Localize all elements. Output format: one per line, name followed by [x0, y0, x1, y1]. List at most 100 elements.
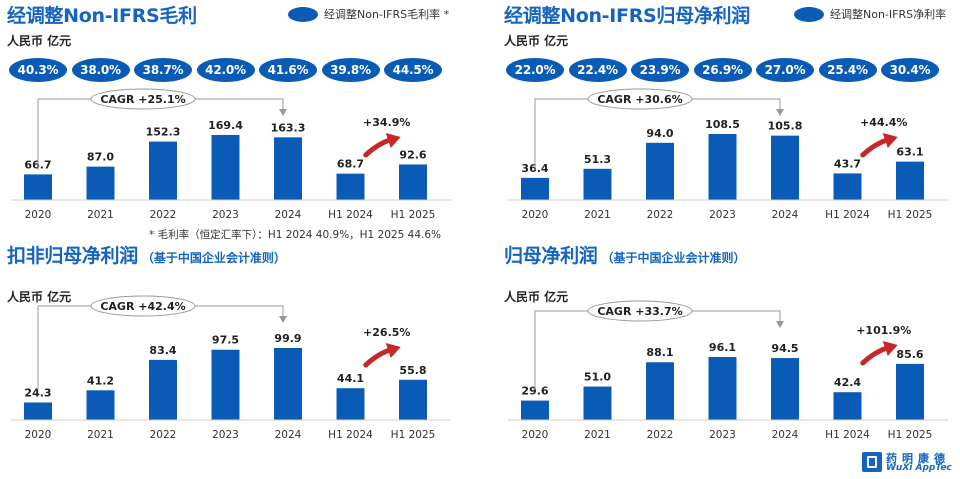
- value-label: 63.1: [896, 146, 923, 159]
- margin-pill: 42.0%: [196, 58, 255, 82]
- legend-label: 经调整Non-IFRS毛利率 *: [324, 8, 450, 21]
- margin-pill: 22.0%: [506, 58, 564, 82]
- value-label: 105.8: [768, 120, 803, 133]
- margin-pill: 30.4%: [881, 58, 939, 82]
- cagr-arrow-icon: [279, 109, 287, 116]
- margin-pill: 25.4%: [818, 58, 877, 82]
- cagr-badge: [90, 88, 196, 110]
- chart-panel-non-recurring-net-profit: 扣非归母净利润 （基于中国企业会计准则） 人民币 亿元 24.3 2020 41.2 2…: [3, 240, 458, 475]
- cagr-badge: [587, 88, 693, 110]
- legend-swatch-icon: [288, 6, 318, 22]
- value-label: 83.4: [149, 344, 176, 357]
- margin-pill-row: 40.3% 38.0% 38.7% 42.0% 41.6% 39.8% 44.5%: [7, 58, 447, 84]
- legend-swatch-icon: [794, 6, 824, 22]
- value-label: 94.5: [771, 342, 798, 355]
- bar: [896, 363, 924, 420]
- value-label: 163.3: [271, 121, 306, 134]
- category-label: 2024: [772, 429, 799, 441]
- value-label: 44.1: [337, 372, 364, 385]
- margin-pill: 38.0%: [71, 58, 130, 82]
- value-label: 99.9: [274, 332, 301, 345]
- value-label: 108.5: [705, 118, 740, 131]
- panel-title: 经调整Non-IFRS毛利: [7, 5, 197, 27]
- bar: [708, 134, 737, 200]
- unit-label: 人民币 亿元: [504, 34, 569, 48]
- growth-arrow-head-icon: [385, 343, 401, 358]
- unit-label: 人民币 亿元: [504, 290, 569, 304]
- cagr-arrow-icon: [776, 109, 784, 116]
- panel-title: 归母净利润 （基于中国企业会计准则）: [504, 245, 746, 267]
- unit-label: 人民币 亿元: [7, 34, 72, 48]
- bar-chart: 29.6 2020 51.0 2021 88.1 2022 96.1 2023 94.5 2024…: [508, 300, 948, 441]
- category-label: 2023: [709, 429, 736, 441]
- logo-text-cn: 药明康德: [886, 452, 950, 465]
- cagr-arrow-icon: [776, 321, 784, 328]
- category-label: H1 2025: [888, 429, 933, 441]
- legend: 经调整Non-IFRS净利率: [794, 6, 946, 22]
- logo-text-en: WuXi AppTec: [886, 463, 952, 473]
- bar: [771, 135, 799, 200]
- bar: [149, 141, 177, 200]
- margin-pill: 23.9%: [631, 58, 689, 82]
- value-label: 41.2: [87, 374, 114, 387]
- value-label: 68.7: [337, 158, 364, 171]
- bar: [399, 379, 427, 420]
- margin-pill: 44.5%: [384, 58, 442, 82]
- value-label: 42.4: [834, 376, 861, 389]
- value-label: 85.6: [896, 348, 923, 361]
- bar: [771, 358, 799, 420]
- category-label: 2022: [150, 429, 177, 441]
- bar: [149, 359, 177, 420]
- value-label: 43.7: [834, 157, 861, 170]
- value-label: 29.6: [521, 385, 548, 398]
- category-label: H1 2024: [328, 429, 373, 441]
- category-label: H1 2025: [391, 209, 436, 221]
- cagr-label: CAGR +25.1%: [100, 93, 185, 106]
- bar-chart: 24.3 2020 41.2 2021 83.4 2022 97.5 2023 99.9 2024…: [11, 295, 451, 441]
- growth-arrow-head-icon: [882, 341, 898, 356]
- growth-arrow-icon: [860, 345, 890, 366]
- bar: [399, 164, 427, 200]
- panel-title: 经调整Non-IFRS归母净利润: [504, 5, 750, 27]
- category-label: 2021: [584, 429, 611, 441]
- value-label: 24.3: [24, 386, 51, 399]
- growth-arrow-head-icon: [882, 133, 898, 148]
- bar: [896, 161, 924, 200]
- category-label: H1 2025: [888, 209, 933, 221]
- value-label: 97.5: [212, 334, 239, 347]
- category-label: H1 2024: [825, 209, 870, 221]
- footnote: * 毛利率（恒定汇率下）：H1 2024 40.9%，H1 2025 44.6%: [149, 229, 441, 241]
- chart-panel-adj-net-profit: 经调整Non-IFRS归母净利润 经调整Non-IFRS净利率 人民币 亿元 2…: [500, 0, 955, 235]
- category-label: 2020: [522, 429, 549, 441]
- category-label: 2024: [275, 209, 302, 221]
- category-label: 2024: [772, 209, 799, 221]
- unit-label: 人民币 亿元: [7, 290, 72, 304]
- bar: [336, 388, 365, 420]
- value-label: 94.0: [646, 127, 673, 140]
- value-label: 152.3: [146, 126, 181, 139]
- bar-chart: 66.7202087.02021152.32022169.42023163.32…: [11, 88, 451, 221]
- category-label: 2023: [709, 209, 736, 221]
- bar: [274, 348, 302, 420]
- bar: [86, 166, 115, 200]
- margin-pill: 39.8%: [321, 58, 380, 82]
- value-label: 55.8: [399, 364, 426, 377]
- cagr-label: CAGR +30.6%: [597, 93, 682, 106]
- growth-label: +26.5%: [363, 326, 410, 339]
- category-label: 2020: [522, 209, 549, 221]
- category-label: 2021: [87, 429, 114, 441]
- growth-arrow-icon: [363, 347, 393, 368]
- bar: [646, 362, 674, 420]
- value-label: 88.1: [646, 346, 673, 359]
- category-label: 2020: [25, 209, 52, 221]
- cagr-badge: [587, 300, 693, 322]
- category-label: 2020: [25, 429, 52, 441]
- bar: [274, 137, 302, 200]
- growth-arrow-icon: [363, 137, 393, 158]
- growth-label: +44.4%: [860, 116, 907, 129]
- cagr-label: CAGR +42.4%: [100, 300, 185, 313]
- category-label: H1 2024: [328, 209, 373, 221]
- margin-pill: 26.9%: [693, 58, 752, 82]
- category-label: 2022: [647, 429, 674, 441]
- value-label: 51.3: [584, 153, 611, 166]
